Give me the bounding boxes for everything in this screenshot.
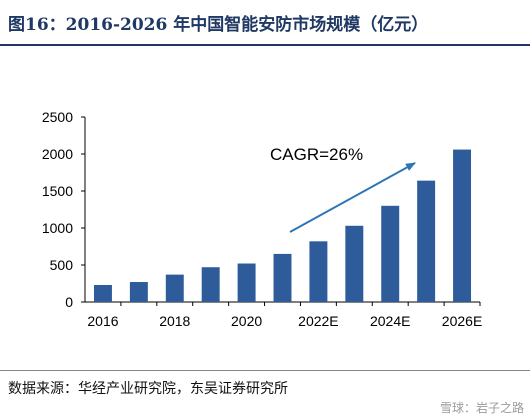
- trend-arrow: [289, 162, 416, 233]
- y-tick-label: 1500: [42, 183, 73, 199]
- figure-title: 图16：2016-2026 年中国智能安防市场规模（亿元）: [8, 15, 429, 35]
- bar-2024E: [381, 205, 400, 302]
- bar-2025E: [417, 180, 436, 302]
- y-tick-label: 2000: [42, 146, 73, 162]
- cagr-label: CAGR=26%: [270, 145, 363, 164]
- x-tick-label: 2018: [159, 313, 190, 329]
- y-tick-label: 1000: [42, 220, 73, 236]
- title-bar: 图16：2016-2026 年中国智能安防市场规模（亿元）: [0, 0, 530, 48]
- bars: [93, 149, 472, 302]
- x-tick-label: 2020: [231, 313, 262, 329]
- bar-2020: [237, 263, 256, 302]
- bar-2021: [273, 253, 292, 302]
- x-tick-label: 2022E: [298, 313, 338, 329]
- cagr-annotation: CAGR=26%: [270, 145, 416, 233]
- chart-area: 0 500 1000 1500 2000 2500 2016 2018 2020 2022E 20…: [0, 48, 530, 368]
- bar-2016: [93, 284, 112, 302]
- x-tick-label: 2016: [87, 313, 118, 329]
- bar-2023E: [345, 225, 364, 302]
- source-divider: [0, 370, 530, 371]
- y-tick-label: 2500: [42, 109, 73, 125]
- bar-2022E: [309, 241, 328, 302]
- bar-2026E: [453, 149, 472, 302]
- bar-2018: [165, 274, 184, 302]
- watermark: 雪球：岩子之路: [439, 401, 524, 415]
- x-tick-label: 2024E: [370, 313, 410, 329]
- x-axis: 2016 2018 2020 2022E 2024E 2026E: [85, 301, 482, 329]
- y-axis: 0 500 1000 1500 2000 2500: [42, 109, 86, 310]
- bar-2019: [201, 267, 220, 302]
- bar-2017: [129, 282, 148, 302]
- y-tick-label: 0: [65, 294, 73, 310]
- x-tick-label: 2026E: [442, 313, 482, 329]
- source-note: 数据来源：华经产业研究院，东吴证券研究所: [8, 381, 288, 397]
- y-tick-label: 500: [50, 257, 74, 273]
- title-divider: [0, 44, 530, 46]
